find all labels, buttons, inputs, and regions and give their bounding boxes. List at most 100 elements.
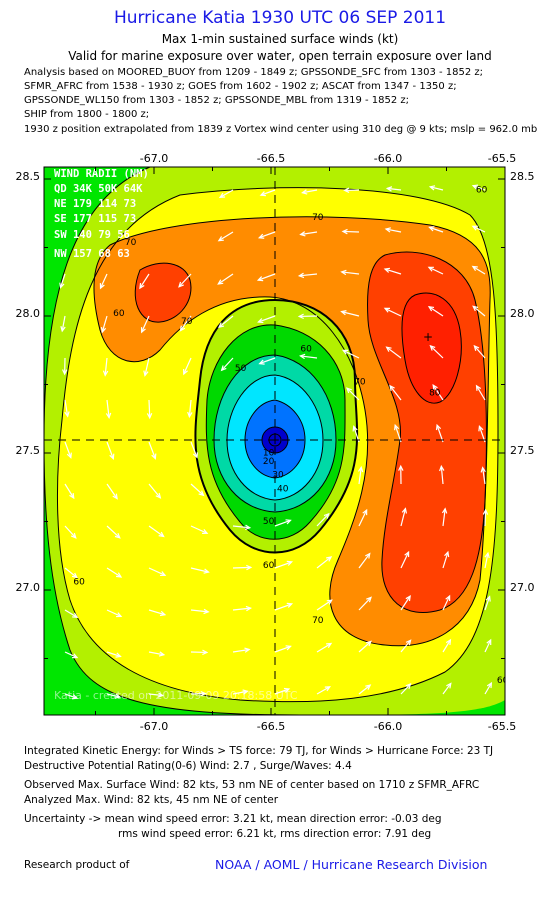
wind-vector-arrow <box>340 269 360 276</box>
lat-tick-label-right: 28.0 <box>510 307 535 320</box>
wind-vector-arrow <box>383 267 402 275</box>
map-validity-note: Valid for marine exposure over water, op… <box>68 49 492 63</box>
wind-vector-arrow <box>148 483 162 499</box>
wind-radii-legend: WIND RADII (NM) QD 34K 50K 64K NE 179 11… <box>54 168 149 260</box>
wind-vector-arrow <box>471 184 486 191</box>
lon-tick-label-top: -67.0 <box>140 152 168 165</box>
contour-label: 20 <box>263 457 275 467</box>
lon-tick-label-top: -66.0 <box>374 152 402 165</box>
wind-vector-arrow <box>301 189 318 195</box>
wind-vector-arrow <box>64 483 75 500</box>
wind-vector-arrow <box>442 638 452 653</box>
wind-vector-arrow <box>400 683 412 695</box>
dpr-text: Destructive Potential Rating(0-6) Wind: … <box>24 760 352 772</box>
legend-row-sw: SW 140 79 56 <box>54 229 130 241</box>
wind-vector-arrow <box>484 551 490 569</box>
wind-vector-arrow <box>484 681 493 695</box>
wind-vector-arrow <box>274 687 291 695</box>
wind-vector-arrow <box>64 399 70 418</box>
wind-vector-arrow <box>190 608 210 615</box>
wind-vector-arrow <box>178 273 192 288</box>
wind-vector-arrow <box>432 384 444 401</box>
legend-header: QD 34K 50K 64K <box>54 183 143 195</box>
lon-tick-label-bottom: -65.5 <box>488 720 516 733</box>
wind-vector-arrow <box>232 564 253 571</box>
wind-vector-arrow <box>106 609 123 618</box>
wind-vector-arrow <box>343 187 360 193</box>
wind-vector-arrow <box>274 645 292 653</box>
wind-vector-arrow <box>352 425 360 443</box>
wind-vector-arrow <box>484 638 492 653</box>
wind-vector-arrow <box>217 273 234 285</box>
wind-vector-arrow <box>220 357 234 372</box>
wind-vector-arrow <box>398 464 404 485</box>
creation-watermark: Katia - created on 2011-09-09 20:18:58 U… <box>54 689 298 702</box>
wind-vector-arrow <box>475 384 486 401</box>
contour-label: 60 <box>113 309 125 319</box>
lat-tick-label-left: 28.0 <box>16 307 41 320</box>
wind-vector-arrow <box>148 525 165 538</box>
wind-vector-arrow <box>316 512 330 527</box>
wind-vector-arrow <box>179 315 192 332</box>
wind-vector-arrow <box>358 596 372 611</box>
wind-vector-arrow <box>472 305 486 317</box>
observed-max-wind: Observed Max. Surface Wind: 82 kts, 53 n… <box>24 779 480 791</box>
wind-vector-arrow <box>62 357 68 376</box>
wind-vector-arrow <box>64 567 78 579</box>
wind-vector-arrow <box>400 639 412 653</box>
wind-vector-arrow <box>64 525 77 539</box>
wind-vector-arrow <box>274 519 292 527</box>
contour-label: 70 <box>312 616 324 626</box>
analysis-line: SFMR_AFRC from 1538 - 1930 z; GOES from … <box>24 81 457 92</box>
lon-tick-label-top: -65.5 <box>488 152 516 165</box>
wind-vector-arrow <box>190 690 207 697</box>
position-note: 1930 z position extrapolated from 1839 z… <box>24 124 538 135</box>
wind-vector-arrow <box>59 273 66 289</box>
analysis-line: Analysis based on MOORED_BUOY from 1209 … <box>24 67 484 78</box>
wind-vector-arrow <box>482 508 489 527</box>
wind-vector-arrow <box>435 423 444 443</box>
wind-vector-arrow <box>471 225 486 233</box>
analysis-line: GPSSONDE_WL150 from 1303 - 1852 z; GPSSO… <box>24 95 410 106</box>
wind-vector-arrow <box>340 310 360 317</box>
lat-tick-label-left: 27.5 <box>16 444 41 457</box>
wind-vector-arrow <box>99 273 108 290</box>
wind-vector-arrow <box>441 507 448 527</box>
wind-vector-arrow <box>232 689 249 695</box>
wind-vector-arrow <box>257 231 276 239</box>
wind-vector-arrow <box>274 560 294 569</box>
legend-row-se: SE 177 115 73 <box>54 213 136 225</box>
wind-vector-arrow <box>143 357 150 377</box>
contour-label: 70 <box>354 378 366 388</box>
research-label: Research product of <box>24 859 130 871</box>
wind-vector-arrow <box>106 651 122 658</box>
org-link[interactable]: NOAA / AOML / Hurricane Research Divisio… <box>215 857 488 872</box>
wind-vector-arrow <box>218 315 234 329</box>
wind-vector-arrow <box>316 642 333 653</box>
lat-tick-label-left: 28.5 <box>16 170 41 183</box>
wind-vector-arrow <box>148 567 167 577</box>
wind-vector-arrow <box>389 384 402 401</box>
wind-vector-arrow <box>400 507 408 527</box>
wind-vector-arrow <box>428 226 444 233</box>
storm-center-marker: + <box>270 433 280 447</box>
uncertainty-rms: rms wind speed error: 6.21 kt, rms direc… <box>118 828 432 840</box>
wind-vector-arrow <box>190 525 209 534</box>
wind-vector-arrow <box>484 595 491 611</box>
contour-label: 30 <box>272 471 284 481</box>
wind-vector-arrow <box>316 556 333 569</box>
wind-vector-arrow <box>357 465 364 485</box>
lat-tick-label-right: 27.0 <box>510 581 535 594</box>
wind-vector-arrow <box>385 186 402 192</box>
wind-vector-arrow <box>187 399 193 419</box>
wind-vector-arrow <box>106 525 121 539</box>
wind-vector-arrow <box>346 387 360 401</box>
wind-vector-arrow <box>64 441 72 459</box>
wind-vector-arrow <box>64 651 79 659</box>
wind-vector-arrow <box>190 649 209 656</box>
wind-vector-arrow <box>442 550 450 569</box>
wind-vector-arrow <box>358 640 372 653</box>
contour-label: 60 <box>497 676 509 686</box>
wind-vector-arrow <box>190 567 210 574</box>
wind-vector-arrow <box>385 346 402 359</box>
